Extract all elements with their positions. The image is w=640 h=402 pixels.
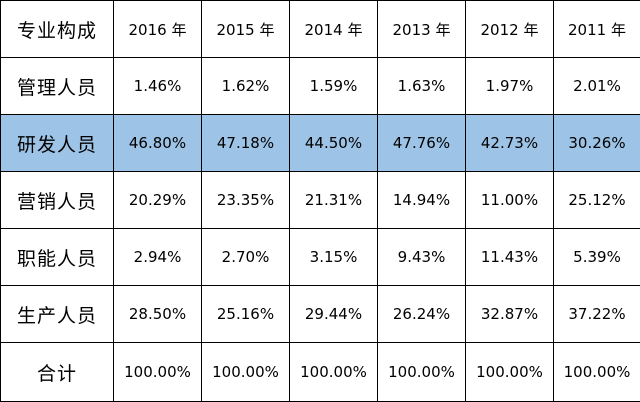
value-cell: 26.24% bbox=[378, 286, 466, 343]
year-header-cell: 2012 年 bbox=[466, 1, 554, 58]
table-row-functional: 职能人员 2.94% 2.70% 3.15% 9.43% 11.43% 5.39… bbox=[1, 229, 640, 286]
row-label-cell: 生产人员 bbox=[1, 286, 114, 343]
value-cell: 1.97% bbox=[466, 58, 554, 115]
header-label-cell: 专业构成 bbox=[1, 1, 114, 58]
row-label-cell: 合计 bbox=[1, 343, 114, 402]
value-cell: 20.29% bbox=[114, 172, 202, 229]
table-row-production: 生产人员 28.50% 25.16% 29.44% 26.24% 32.87% … bbox=[1, 286, 640, 343]
value-cell: 100.00% bbox=[378, 343, 466, 402]
year-header-cell: 2011 年 bbox=[554, 1, 640, 58]
value-cell: 2.94% bbox=[114, 229, 202, 286]
value-cell: 5.39% bbox=[554, 229, 640, 286]
table-row-total: 合计 100.00% 100.00% 100.00% 100.00% 100.0… bbox=[1, 343, 640, 402]
value-cell: 47.18% bbox=[202, 115, 290, 172]
value-cell: 25.16% bbox=[202, 286, 290, 343]
value-cell: 9.43% bbox=[378, 229, 466, 286]
value-cell: 2.70% bbox=[202, 229, 290, 286]
year-header-cell: 2014 年 bbox=[290, 1, 378, 58]
value-cell: 100.00% bbox=[554, 343, 640, 402]
table-row-management: 管理人员 1.46% 1.62% 1.59% 1.63% 1.97% 2.01% bbox=[1, 58, 640, 115]
value-cell: 1.62% bbox=[202, 58, 290, 115]
value-cell: 25.12% bbox=[554, 172, 640, 229]
row-label-cell: 职能人员 bbox=[1, 229, 114, 286]
value-cell: 28.50% bbox=[114, 286, 202, 343]
value-cell: 32.87% bbox=[466, 286, 554, 343]
value-cell: 47.76% bbox=[378, 115, 466, 172]
value-cell: 42.73% bbox=[466, 115, 554, 172]
value-cell: 30.26% bbox=[554, 115, 640, 172]
value-cell: 44.50% bbox=[290, 115, 378, 172]
value-cell: 23.35% bbox=[202, 172, 290, 229]
value-cell: 1.63% bbox=[378, 58, 466, 115]
value-cell: 2.01% bbox=[554, 58, 640, 115]
value-cell: 11.43% bbox=[466, 229, 554, 286]
value-cell: 100.00% bbox=[114, 343, 202, 402]
value-cell: 1.59% bbox=[290, 58, 378, 115]
value-cell: 37.22% bbox=[554, 286, 640, 343]
row-label-cell: 管理人员 bbox=[1, 58, 114, 115]
value-cell: 1.46% bbox=[114, 58, 202, 115]
year-header-cell: 2013 年 bbox=[378, 1, 466, 58]
value-cell: 100.00% bbox=[466, 343, 554, 402]
value-cell: 46.80% bbox=[114, 115, 202, 172]
value-cell: 11.00% bbox=[466, 172, 554, 229]
table-row-rnd-highlighted: 研发人员 46.80% 47.18% 44.50% 47.76% 42.73% … bbox=[1, 115, 640, 172]
value-cell: 100.00% bbox=[202, 343, 290, 402]
value-cell: 29.44% bbox=[290, 286, 378, 343]
table-row-marketing: 营销人员 20.29% 23.35% 21.31% 14.94% 11.00% … bbox=[1, 172, 640, 229]
year-header-cell: 2015 年 bbox=[202, 1, 290, 58]
value-cell: 100.00% bbox=[290, 343, 378, 402]
year-header-cell: 2016 年 bbox=[114, 1, 202, 58]
value-cell: 14.94% bbox=[378, 172, 466, 229]
row-label-cell: 营销人员 bbox=[1, 172, 114, 229]
value-cell: 3.15% bbox=[290, 229, 378, 286]
value-cell: 21.31% bbox=[290, 172, 378, 229]
header-row: 专业构成 2016 年 2015 年 2014 年 2013 年 2012 年 … bbox=[1, 1, 640, 58]
row-label-cell: 研发人员 bbox=[1, 115, 114, 172]
